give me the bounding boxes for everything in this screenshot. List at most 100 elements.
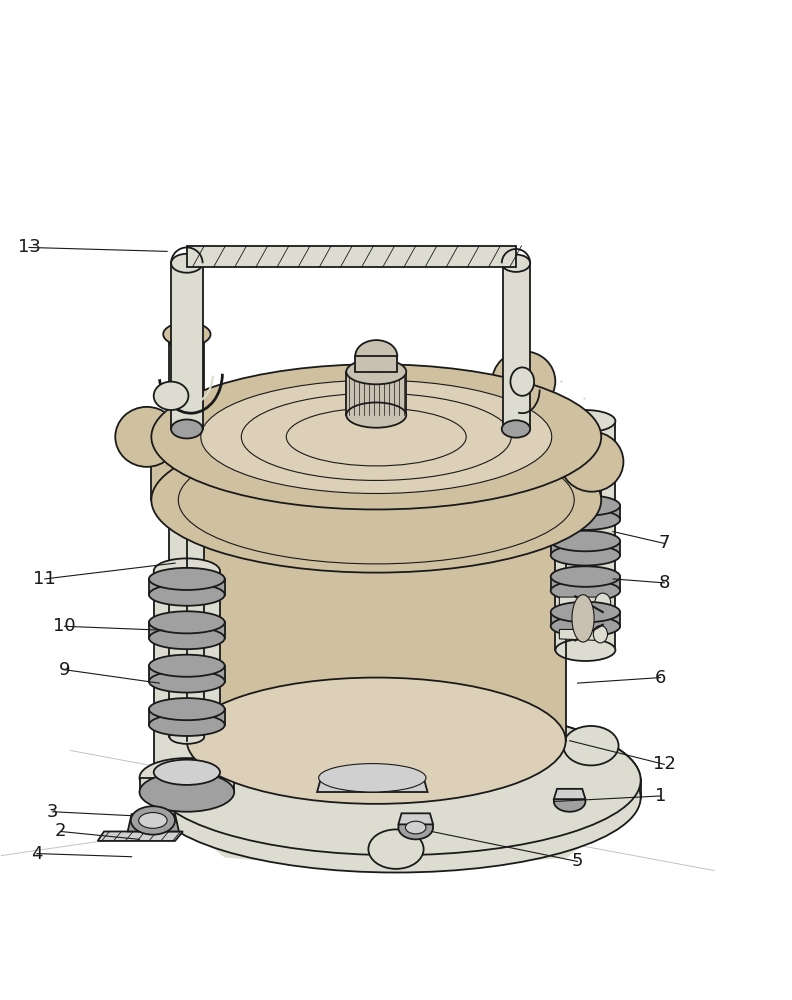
Polygon shape [555, 421, 615, 650]
Ellipse shape [187, 678, 565, 804]
Ellipse shape [378, 488, 390, 496]
Ellipse shape [318, 764, 426, 792]
Ellipse shape [154, 558, 220, 584]
Ellipse shape [173, 726, 229, 765]
Ellipse shape [154, 382, 188, 410]
Text: 10: 10 [53, 617, 76, 635]
Ellipse shape [149, 698, 225, 720]
Ellipse shape [572, 595, 594, 642]
Polygon shape [342, 470, 379, 491]
Ellipse shape [550, 509, 620, 530]
Ellipse shape [187, 437, 565, 563]
Ellipse shape [502, 255, 530, 272]
Ellipse shape [149, 611, 225, 633]
Ellipse shape [151, 364, 601, 509]
Polygon shape [149, 666, 225, 682]
Polygon shape [97, 831, 183, 841]
Ellipse shape [151, 723, 641, 873]
Ellipse shape [149, 584, 225, 606]
Ellipse shape [555, 410, 615, 432]
Polygon shape [559, 597, 603, 608]
Ellipse shape [149, 714, 225, 736]
Ellipse shape [286, 408, 466, 466]
Ellipse shape [502, 420, 530, 438]
Ellipse shape [555, 639, 615, 661]
Polygon shape [383, 468, 402, 489]
Ellipse shape [346, 359, 406, 384]
Polygon shape [171, 263, 203, 429]
Polygon shape [404, 494, 459, 498]
Text: 5: 5 [572, 852, 583, 870]
Ellipse shape [593, 625, 607, 643]
Polygon shape [356, 356, 398, 372]
Text: 13: 13 [17, 238, 40, 256]
Polygon shape [187, 453, 329, 504]
Ellipse shape [560, 432, 623, 492]
Polygon shape [149, 709, 225, 725]
Polygon shape [154, 571, 220, 772]
Ellipse shape [406, 821, 426, 834]
Polygon shape [151, 705, 641, 873]
Ellipse shape [149, 627, 225, 649]
Polygon shape [312, 484, 367, 495]
Polygon shape [139, 778, 234, 792]
Polygon shape [187, 500, 565, 741]
Ellipse shape [368, 829, 424, 869]
Polygon shape [128, 814, 179, 831]
Ellipse shape [356, 340, 398, 372]
Polygon shape [312, 497, 367, 508]
Ellipse shape [139, 758, 234, 798]
Polygon shape [550, 541, 620, 555]
Ellipse shape [139, 813, 167, 828]
Polygon shape [342, 501, 379, 522]
Ellipse shape [563, 726, 619, 765]
Polygon shape [554, 789, 585, 799]
Ellipse shape [163, 322, 211, 346]
Ellipse shape [550, 602, 620, 622]
Polygon shape [149, 622, 225, 638]
Text: 7: 7 [659, 534, 670, 552]
Ellipse shape [550, 581, 620, 601]
Ellipse shape [169, 335, 204, 349]
Polygon shape [149, 579, 225, 595]
Polygon shape [396, 476, 445, 493]
Ellipse shape [206, 443, 546, 557]
Ellipse shape [149, 655, 225, 677]
Ellipse shape [149, 568, 225, 590]
Polygon shape [503, 263, 530, 429]
Ellipse shape [210, 446, 543, 554]
Polygon shape [398, 813, 433, 824]
Ellipse shape [151, 705, 641, 855]
Polygon shape [550, 577, 620, 591]
Text: 1: 1 [655, 787, 666, 805]
Text: 3: 3 [47, 803, 59, 821]
Ellipse shape [550, 495, 620, 516]
Ellipse shape [550, 545, 620, 566]
Ellipse shape [398, 816, 433, 839]
Polygon shape [346, 372, 406, 415]
Ellipse shape [201, 380, 552, 493]
Text: 9: 9 [59, 661, 70, 679]
Ellipse shape [171, 254, 203, 273]
Polygon shape [151, 437, 601, 500]
Text: 8: 8 [659, 574, 670, 592]
Ellipse shape [346, 402, 406, 428]
Ellipse shape [595, 593, 611, 612]
Text: 11: 11 [33, 570, 56, 588]
Text: 12: 12 [653, 755, 676, 773]
Text: 6: 6 [655, 669, 666, 687]
Ellipse shape [550, 566, 620, 587]
Ellipse shape [149, 670, 225, 693]
Polygon shape [396, 499, 445, 516]
Ellipse shape [554, 791, 585, 812]
Polygon shape [550, 506, 620, 520]
Ellipse shape [131, 806, 175, 835]
Ellipse shape [171, 419, 203, 438]
Ellipse shape [550, 616, 620, 637]
Ellipse shape [151, 427, 601, 573]
Polygon shape [169, 342, 204, 737]
Ellipse shape [116, 407, 178, 467]
Ellipse shape [154, 760, 220, 785]
Text: 4: 4 [31, 845, 43, 863]
Ellipse shape [242, 393, 511, 480]
